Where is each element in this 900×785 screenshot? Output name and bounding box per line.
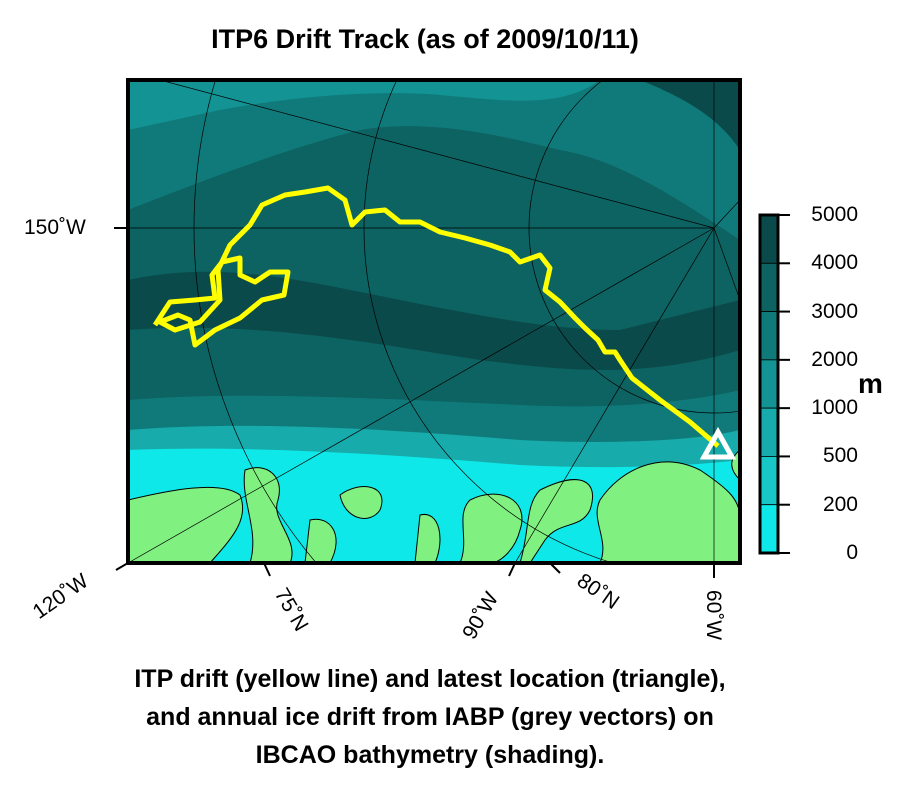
colorbar-tick-label: 5000 [811, 203, 858, 226]
colorbar-tick-label: 1000 [811, 396, 858, 420]
caption-line: and annual ice drift from IABP (grey vec… [146, 703, 714, 731]
colorbar-swatch [759, 407, 779, 457]
lon-label-150w: 150˚W [24, 216, 86, 239]
colorbar-tick-label: 500 [822, 444, 858, 468]
colorbar-tick-label: 0 [846, 541, 858, 564]
caption-line: IBCAO bathymetry (shading). [255, 741, 605, 769]
colorbar-swatch [759, 262, 779, 312]
shelf-shading [128, 80, 600, 130]
latest-location-triangle [699, 426, 737, 460]
colorbar-swatch [759, 311, 779, 361]
land [128, 449, 740, 563]
caption-line: ITP drift (yellow line) and latest locat… [134, 665, 726, 693]
colorbar-tick-label: 3000 [811, 299, 858, 323]
colorbar-unit: m [858, 368, 883, 399]
deep-shading [640, 80, 740, 150]
map-title: ITP6 Drift Track (as of 2009/10/11) [211, 24, 639, 54]
ridge-shading [128, 80, 740, 240]
colorbar-tick-label: 200 [822, 492, 858, 516]
caption: ITP drift (yellow line) and latest locat… [0, 660, 860, 774]
colorbar [758, 213, 790, 555]
colorbar-swatch [759, 504, 779, 554]
colorbar-swatch [759, 214, 779, 264]
map-frame [126, 78, 742, 565]
colorbar-swatch [759, 456, 779, 506]
colorbar-swatch [759, 359, 779, 409]
colorbar-tick-label: 4000 [811, 251, 858, 275]
graticule [128, 80, 740, 563]
itp-drift-track [152, 185, 720, 448]
colorbar-frame [758, 213, 780, 555]
axis-ticks [114, 227, 715, 578]
colorbar-tick-label: 2000 [811, 347, 858, 371]
lon-label-60w: 60˚W [702, 589, 726, 641]
